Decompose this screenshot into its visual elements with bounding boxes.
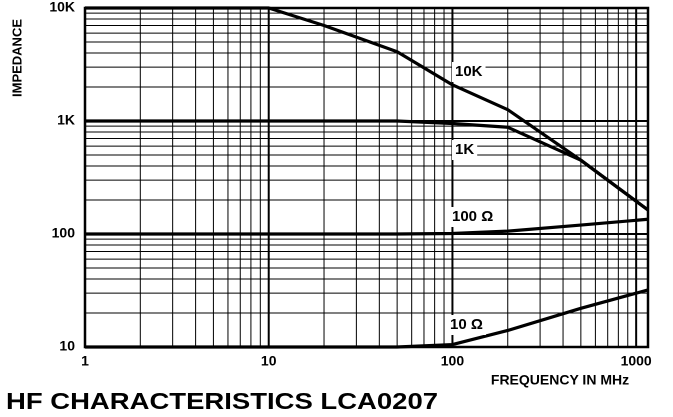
series-line [85,6,649,212]
y-tick-label: 10 [59,338,75,354]
x-tick-label: 1 [81,353,89,369]
y-tick-label: 100 [52,225,76,241]
y-tick-label: 1K [57,112,75,128]
series-label: 1K [455,141,474,158]
series-line [85,119,649,212]
x-tick-label: 10 [261,353,277,369]
series-label-bg [452,62,486,82]
y-tick-label: 10K [49,0,75,15]
series-line [85,288,649,349]
y-axis-label: IMPEDANCE [9,19,24,97]
x-tick-label: 1000 [621,353,652,369]
series-label-bg [449,207,497,227]
chart-title: HF CHARACTERISTICS LCA0207 [6,388,438,414]
x-tick-label: 100 [441,353,465,369]
series-label: 10 Ω [450,316,483,333]
series-label: 100 Ω [452,208,493,225]
series-label-bg [452,140,478,160]
series-line [85,217,649,236]
series-label-bg [447,315,486,335]
x-axis-label: FREQUENCY IN MHz [491,372,629,388]
series-label: 10K [455,63,483,80]
plot-frame [83,6,650,349]
